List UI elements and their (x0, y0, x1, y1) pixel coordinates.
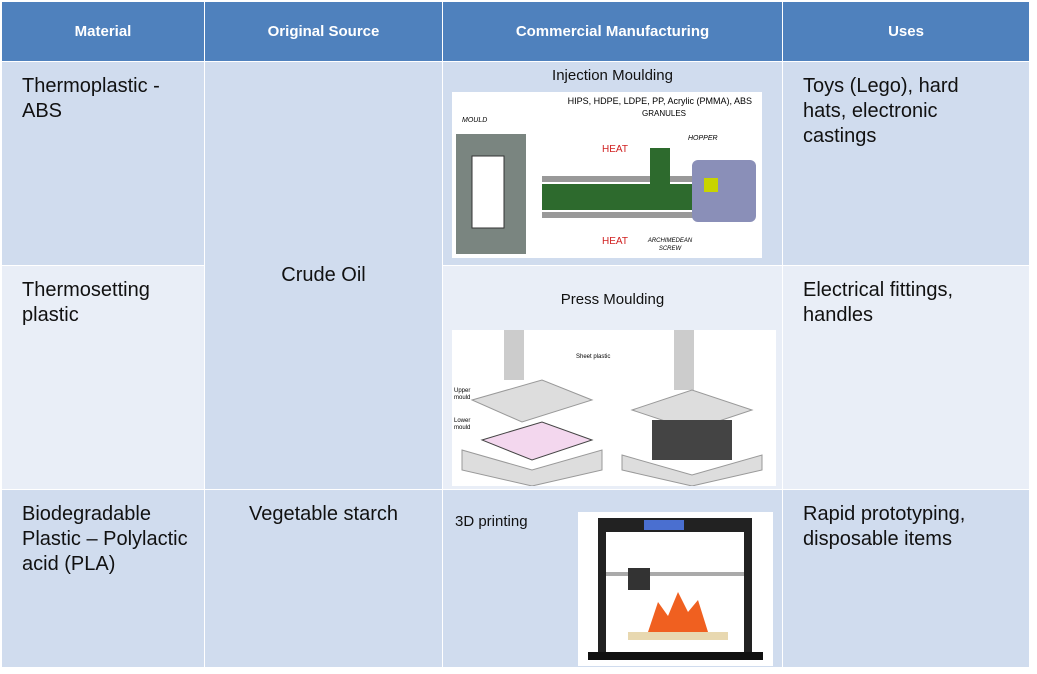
uses: Rapid prototyping, disposable items (803, 503, 966, 550)
diagram-label: HEAT (602, 144, 628, 155)
diagram-label: MOULD (462, 117, 487, 124)
header-cell: Original Source (205, 2, 443, 62)
image-bg (578, 512, 773, 666)
diagram-label: ARCHIMEDEAN (647, 238, 693, 244)
bed (628, 632, 728, 640)
source-cell: Crude Oil (205, 62, 443, 490)
barrel (542, 212, 702, 218)
base (621, 454, 763, 486)
motor-label (704, 178, 718, 192)
ram (504, 330, 524, 380)
frame (744, 518, 752, 658)
screen (644, 520, 684, 530)
uses: Electrical fittings, handles (803, 279, 954, 326)
rail (606, 572, 744, 576)
diagram-label: mould (454, 425, 470, 431)
material: Thermosetting plastic (22, 279, 150, 326)
process: Injection Moulding (552, 67, 673, 84)
diagram-label: Sheet plastic (576, 354, 610, 360)
base (588, 652, 763, 660)
diagram-label: Lower (454, 418, 470, 424)
diagram-label: SCREW (659, 246, 683, 252)
uses-cell: Rapid prototyping, disposable items (783, 490, 1030, 668)
cavity (471, 155, 505, 229)
source-cell: Vegetable starch (205, 490, 443, 668)
material: Thermoplastic - ABS (22, 75, 160, 122)
process: Press Moulding (560, 291, 665, 308)
source: Crude Oil (281, 264, 366, 286)
material: Biodegradable Plastic – Polylactic acid … (22, 503, 188, 575)
upper-plate (470, 379, 594, 423)
process: 3D printing (455, 513, 528, 530)
print (648, 592, 708, 632)
injection-diagram: HIPS, HDPE, LDPE, PP, Acrylic (PMMA), AB… (452, 92, 762, 258)
frame (598, 518, 606, 658)
source: Vegetable starch (249, 503, 398, 525)
material-cell: Biodegradable Plastic – Polylactic acid … (2, 490, 205, 668)
lower-mould (480, 421, 594, 461)
uses-cell: Toys (Lego), hard hats, electronic casti… (783, 62, 1030, 266)
material-cell: Thermoplastic - ABS (2, 62, 205, 266)
header-cell: Uses (783, 2, 1030, 62)
closed-mould (652, 420, 732, 460)
motor (692, 160, 756, 222)
diagram-label: mould (454, 395, 470, 401)
header-cell: Commercial Manufacturing (443, 2, 783, 62)
screw (542, 184, 702, 210)
diagram-label: Upper (454, 388, 470, 394)
diagram-label: HEAT (602, 236, 628, 247)
barrel (542, 176, 702, 182)
press-diagram: Sheet plastic Upper mould Lower mould (452, 330, 776, 486)
printer-image (578, 512, 773, 666)
base (461, 449, 603, 486)
hopper (650, 148, 670, 184)
uses: Toys (Lego), hard hats, electronic casti… (803, 75, 959, 147)
diagram-label: HIPS, HDPE, LDPE, PP, Acrylic (PMMA), AB… (568, 96, 752, 106)
header-cell: Material (2, 2, 205, 62)
diagram-label: HOPPER (688, 135, 718, 142)
material-cell: Thermosetting plastic (2, 266, 205, 490)
diagram-label: GRANULES (642, 109, 686, 118)
uses-cell: Electrical fittings, handles (783, 266, 1030, 490)
extruder (628, 568, 650, 590)
ram (674, 330, 694, 390)
